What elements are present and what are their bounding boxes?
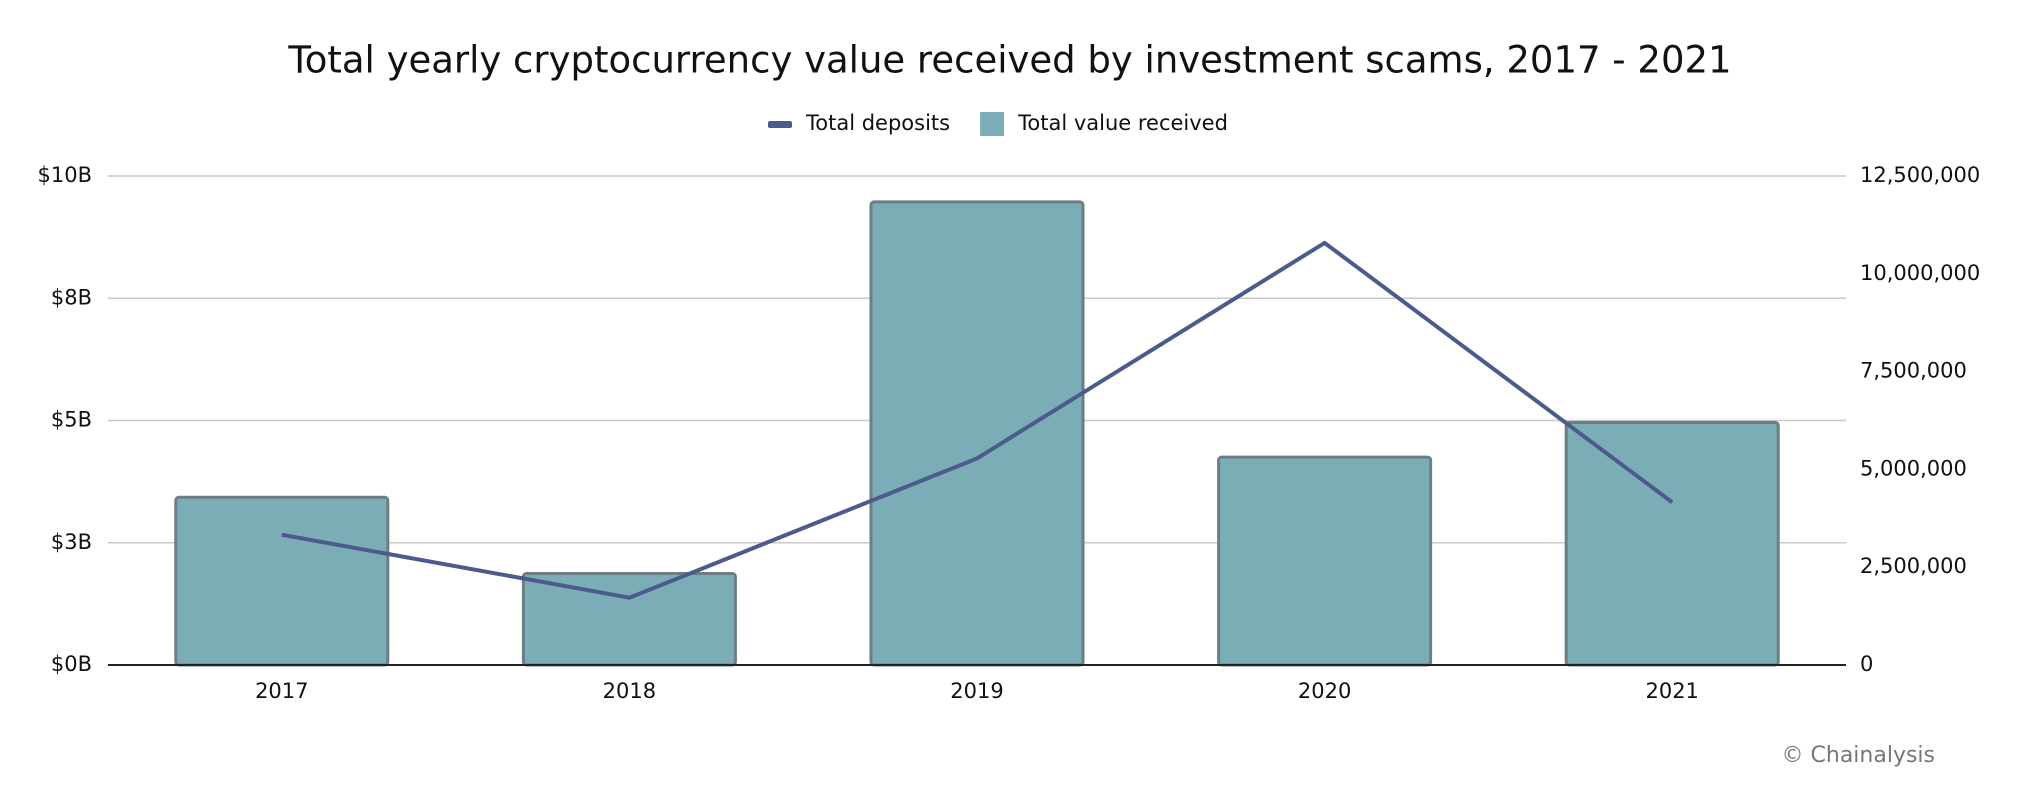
x-tick-label: 2021: [1645, 679, 1698, 703]
y-tick-label: $0B: [51, 652, 92, 676]
legend-label: Total deposits: [805, 111, 950, 135]
y-tick-label: $3B: [51, 530, 92, 554]
chart-title: Total yearly cryptocurrency value receiv…: [287, 39, 1731, 82]
bar: [521, 572, 737, 667]
bar: [869, 200, 1085, 667]
legend-swatch: [980, 112, 1005, 136]
y2-tick-label: 7,500,000: [1860, 359, 1967, 383]
line: [281, 240, 1674, 600]
y2-tick-label: 10,000,000: [1860, 261, 1980, 285]
x-tick-label: 2017: [255, 679, 308, 703]
x-tick-label: 2018: [603, 679, 656, 703]
credit: © Chainalysis: [1782, 743, 1935, 768]
bar: [174, 495, 390, 667]
y2-tick-label: 0: [1860, 652, 1873, 676]
x-tick-label: 2019: [950, 679, 1003, 703]
y-tick-label: $10B: [38, 163, 93, 187]
legend-swatch: [768, 121, 792, 128]
y2-tick-label: 12,500,000: [1860, 163, 1980, 187]
x-tick-label: 2020: [1298, 679, 1351, 703]
y2-tick-label: 5,000,000: [1860, 456, 1967, 480]
y-tick-label: $8B: [51, 285, 92, 309]
y2-tick-label: 2,500,000: [1860, 554, 1967, 578]
bar: [1217, 455, 1433, 667]
legend-label: Total value received: [1017, 111, 1228, 135]
y-tick-label: $5B: [51, 408, 92, 432]
bar: [1564, 420, 1780, 667]
